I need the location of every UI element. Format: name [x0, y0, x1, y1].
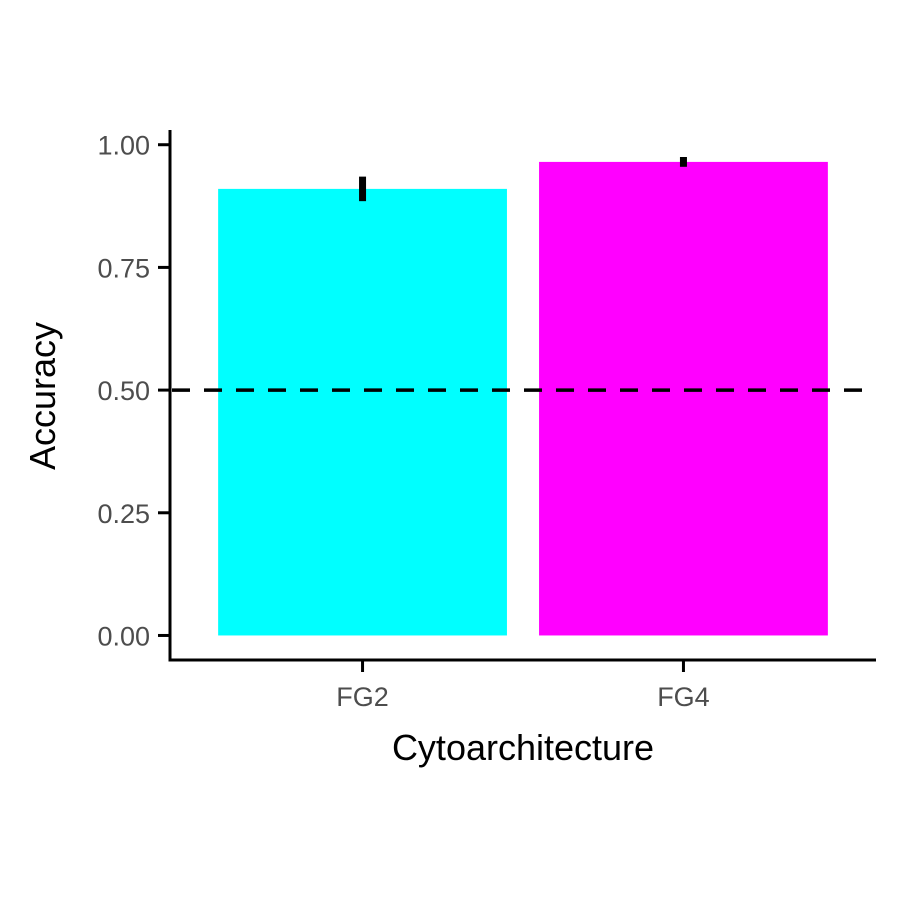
bars-layer [218, 161, 828, 636]
y-tick-label: 1.00 [97, 131, 150, 161]
axes-layer [168, 130, 876, 662]
y-tick-label: 0.50 [97, 376, 150, 406]
y-tick-label: 0.00 [97, 621, 150, 651]
ticks-layer: 0.00 0.25 0.50 0.75 1.00 FG2 FG4 [97, 131, 709, 712]
y-axis-title: Accuracy [22, 322, 63, 470]
bar-fg2 [218, 188, 507, 636]
x-tick-label-fg2: FG2 [336, 682, 389, 712]
x-tick-label-fg4: FG4 [657, 682, 710, 712]
error-bars-layer [359, 156, 687, 202]
bar-fg4 [539, 161, 828, 636]
y-tick-label: 0.75 [97, 253, 150, 283]
y-tick-label: 0.25 [97, 499, 150, 529]
x-axis-title: Cytoarchitecture [392, 727, 654, 768]
